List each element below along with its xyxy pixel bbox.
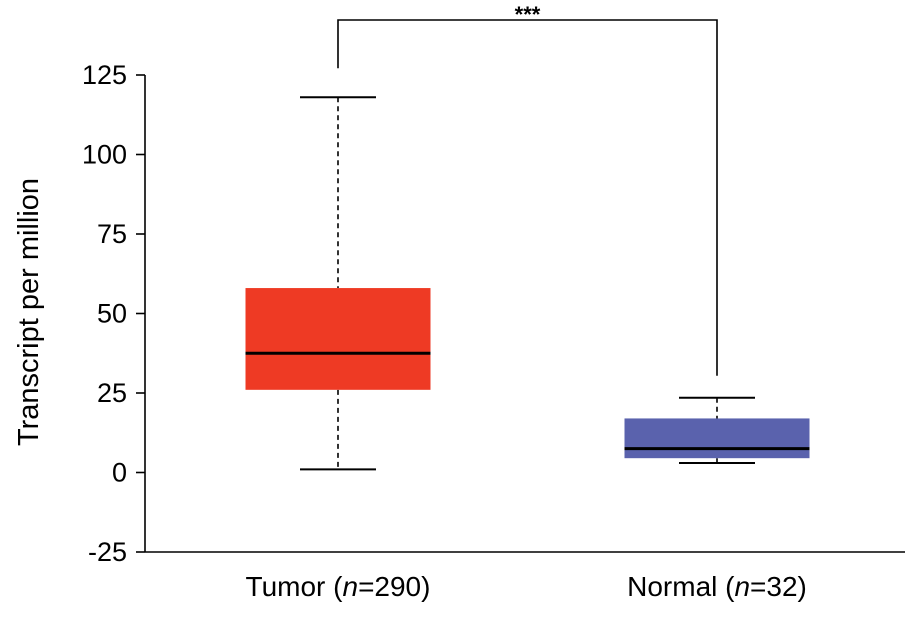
sample-size-value: =32) [750,571,807,602]
significance-label: *** [515,2,541,27]
x-axis-labels: Tumor (n=290) Normal (n=32) [246,571,807,602]
y-tick-label: 75 [97,219,127,249]
y-axis-label: Transcript per million [13,178,45,446]
bracket-line [337,19,718,376]
y-tick-label: 100 [82,140,127,170]
y-tick-label: 0 [112,458,127,488]
category-name: Normal ( [627,571,735,602]
category-name: Tumor ( [246,571,344,602]
y-tick-label: 25 [97,378,127,408]
box-1 [624,396,810,464]
x-category-label: Tumor (n=290) [246,571,431,602]
significance-bracket: *** [337,2,718,376]
y-tick-label: 125 [82,60,127,90]
y-tick-label: -25 [88,537,127,567]
iqr-box [245,288,431,390]
iqr-box [624,418,810,459]
y-axis-ticks: 125 100 75 50 25 0 -25 [82,60,145,567]
x-category-label: Normal (n=32) [627,571,807,602]
y-tick-label: 50 [97,299,127,329]
box-0 [245,96,431,471]
sample-size-value: =290) [358,571,430,602]
boxes [245,96,810,471]
sample-size-symbol: n [734,571,750,602]
sample-size-symbol: n [342,571,358,602]
